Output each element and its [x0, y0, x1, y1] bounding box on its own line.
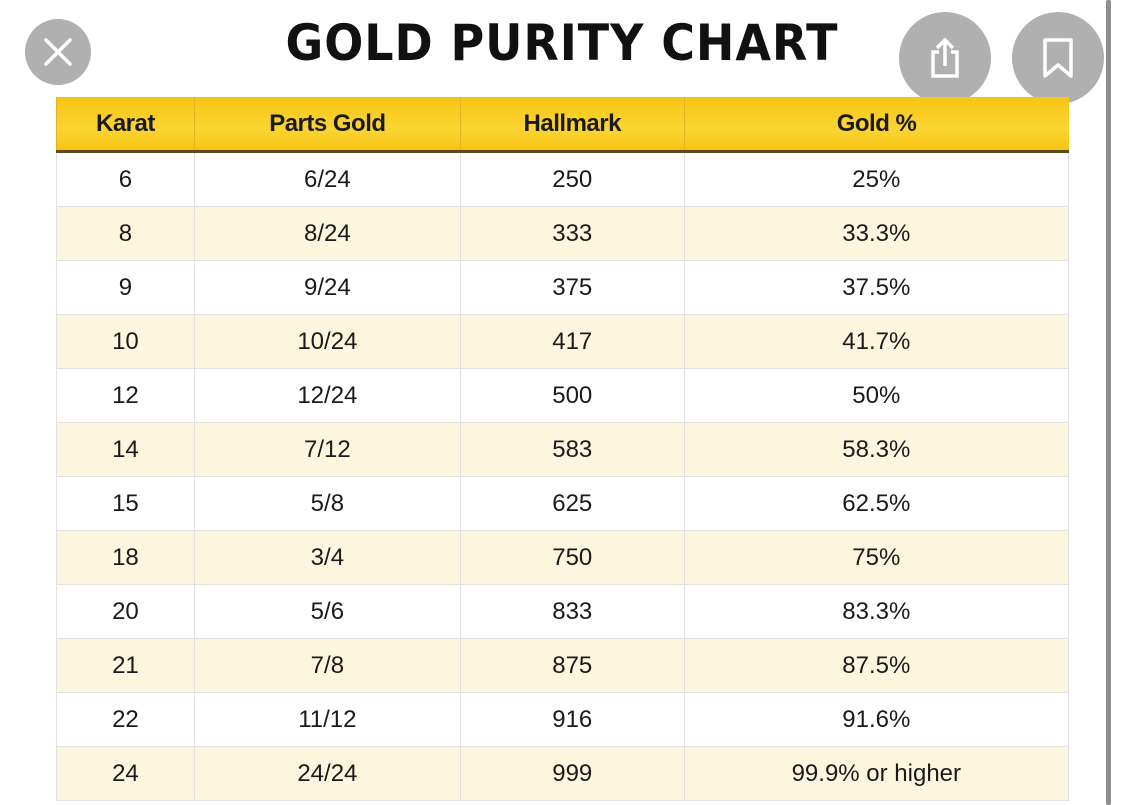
- close-icon: [44, 38, 72, 66]
- column-header: Gold %: [683, 97, 1069, 153]
- bookmark-icon: [1043, 38, 1073, 78]
- table-cell: 15: [56, 476, 195, 531]
- table-cell: 5/8: [193, 476, 461, 531]
- table-row: 18 3/4 750 75%: [56, 530, 1070, 585]
- table-cell: 5/6: [193, 584, 461, 639]
- table-cell: 999: [459, 746, 685, 801]
- table-cell: 22: [56, 692, 195, 747]
- table-row: 8 8/24 333 33.3%: [56, 206, 1070, 261]
- table-cell: 10/24: [193, 314, 461, 369]
- table-header-row: Karat Parts Gold Hallmark Gold %: [56, 97, 1069, 153]
- table-cell: 24: [56, 746, 195, 801]
- table-row: 12 12/24 500 50%: [56, 368, 1070, 423]
- table-cell: 37.5%: [683, 260, 1070, 315]
- table-row: 10 10/24 417 41.7%: [56, 314, 1070, 369]
- table-cell: 33.3%: [683, 206, 1070, 261]
- table-cell: 8/24: [193, 206, 461, 261]
- table-cell: 21: [56, 638, 195, 693]
- table-cell: 375: [459, 260, 685, 315]
- table-cell: 916: [459, 692, 685, 747]
- table-cell: 750: [459, 530, 685, 585]
- table-cell: 12: [56, 368, 195, 423]
- table-cell: 417: [459, 314, 685, 369]
- table-cell: 833: [459, 584, 685, 639]
- share-icon: [931, 37, 959, 78]
- table-cell: 87.5%: [683, 638, 1070, 693]
- table-row: 24 24/24 999 99.9% or higher: [56, 746, 1070, 801]
- table-cell: 75%: [683, 530, 1070, 585]
- table-cell: 875: [459, 638, 685, 693]
- table-row: 6 6/24 250 25%: [56, 151, 1070, 207]
- page-title: GOLD PURITY CHART: [285, 14, 839, 72]
- table-cell: 250: [459, 151, 685, 207]
- table-cell: 18: [56, 530, 195, 585]
- table-cell: 14: [56, 422, 195, 477]
- table-cell: 11/12: [193, 692, 461, 747]
- table-cell: 91.6%: [683, 692, 1070, 747]
- table-cell: 20: [56, 584, 195, 639]
- table-cell: 41.7%: [683, 314, 1070, 369]
- table-cell: 6/24: [193, 151, 461, 207]
- table-cell: 583: [459, 422, 685, 477]
- table-cell: 50%: [683, 368, 1070, 423]
- table-cell: 24/24: [193, 746, 461, 801]
- table-cell: 6: [56, 151, 195, 207]
- column-header: Hallmark: [459, 97, 685, 153]
- close-button[interactable]: [25, 19, 91, 85]
- table-cell: 83.3%: [683, 584, 1070, 639]
- scrollbar[interactable]: [1106, 0, 1111, 805]
- table-cell: 3/4: [193, 530, 461, 585]
- table-cell: 333: [459, 206, 685, 261]
- table-cell: 58.3%: [683, 422, 1070, 477]
- table-cell: 99.9% or higher: [683, 746, 1070, 801]
- gold-purity-table: Karat Parts Gold Hallmark Gold % 6 6/24 250 25…: [56, 97, 1070, 801]
- table-row: 14 7/12 583 58.3%: [56, 422, 1070, 477]
- table-cell: 10: [56, 314, 195, 369]
- share-button[interactable]: [899, 12, 991, 104]
- table-cell: 9/24: [193, 260, 461, 315]
- table-cell: 500: [459, 368, 685, 423]
- table-row: 20 5/6 833 83.3%: [56, 584, 1070, 639]
- table-row: 22 11/12 916 91.6%: [56, 692, 1070, 747]
- table-cell: 7/12: [193, 422, 461, 477]
- table-cell: 7/8: [193, 638, 461, 693]
- table-cell: 12/24: [193, 368, 461, 423]
- table-cell: 9: [56, 260, 195, 315]
- column-header: Parts Gold: [193, 97, 461, 153]
- table-row: 21 7/8 875 87.5%: [56, 638, 1070, 693]
- table-row: 15 5/8 625 62.5%: [56, 476, 1070, 531]
- bookmark-button[interactable]: [1012, 12, 1104, 104]
- column-header: Karat: [56, 97, 195, 153]
- table-cell: 8: [56, 206, 195, 261]
- table-cell: 62.5%: [683, 476, 1070, 531]
- table-row: 9 9/24 375 37.5%: [56, 260, 1070, 315]
- table-cell: 25%: [683, 151, 1070, 207]
- table-cell: 625: [459, 476, 685, 531]
